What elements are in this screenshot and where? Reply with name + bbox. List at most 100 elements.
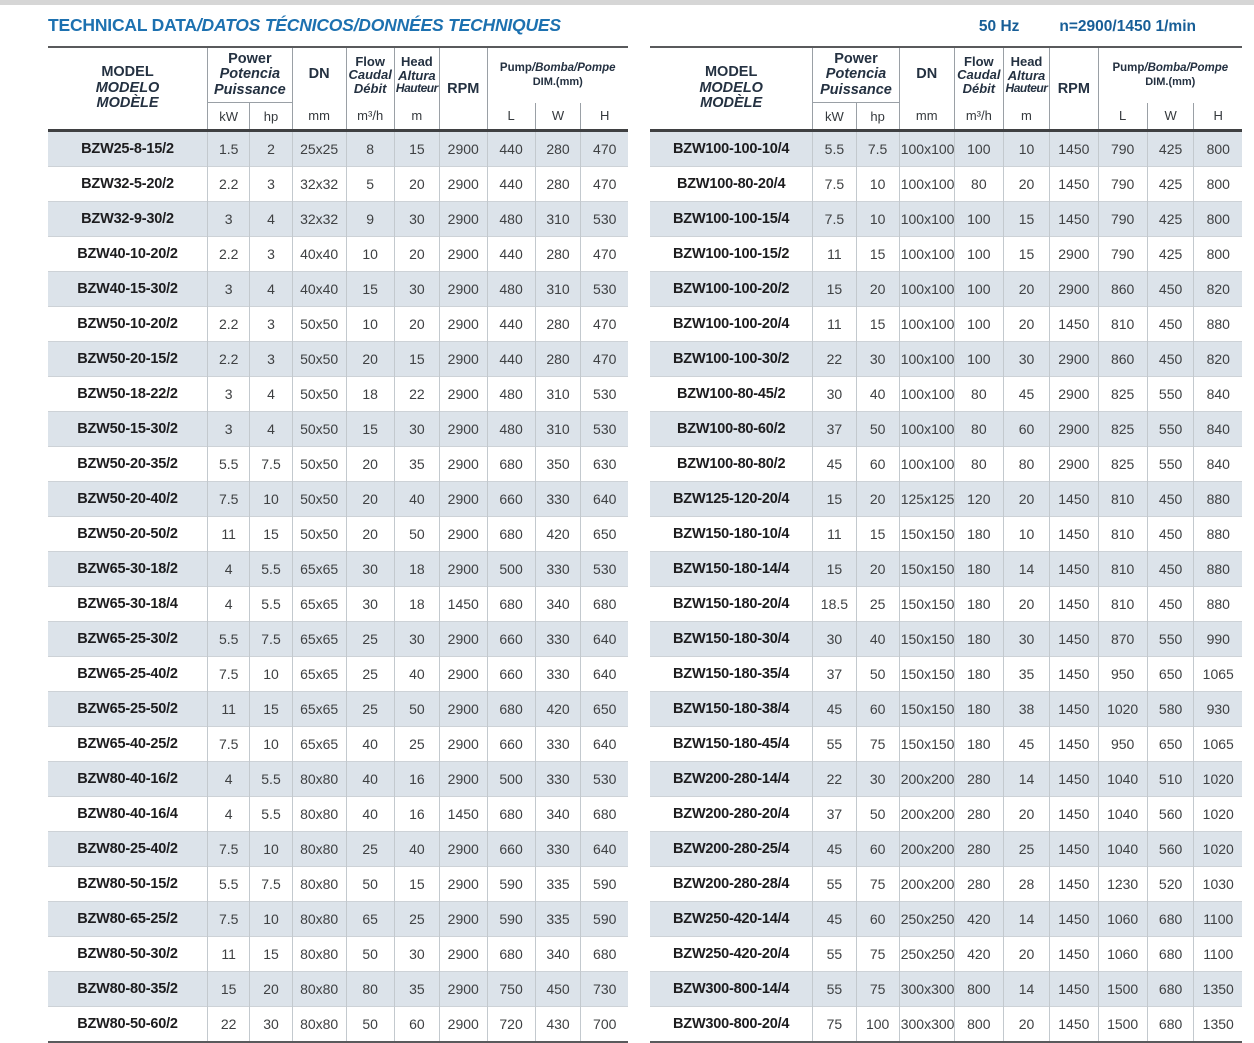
value-cell: 1100	[1193, 901, 1242, 937]
value-cell: 5.5	[249, 551, 293, 587]
head-header: Head Altura Hauteur	[393, 47, 440, 103]
value-cell: 180	[953, 726, 1004, 762]
value-cell: 530	[580, 376, 628, 412]
value-cell: 640	[580, 481, 628, 517]
value-cell: 60	[855, 446, 900, 482]
value-cell: 50x50	[291, 341, 347, 377]
value-cell: 2900	[438, 936, 488, 972]
model-cell: BZW80-40-16/4	[48, 796, 208, 832]
value-cell: 7.5	[812, 166, 857, 202]
value-cell: 550	[1146, 411, 1194, 447]
value-cell: 840	[1193, 376, 1242, 412]
value-cell: 650	[1146, 726, 1194, 762]
dn-header: DN	[898, 47, 955, 103]
value-cell: 5.5	[249, 586, 293, 622]
value-cell: 100x100	[898, 236, 955, 272]
value-cell: 22	[393, 376, 440, 412]
value-cell: 40	[855, 621, 900, 657]
power-header: Power Potencia Puissance	[812, 47, 900, 103]
value-cell: 4	[207, 796, 250, 832]
value-cell: 280	[534, 341, 581, 377]
value-cell: 1450	[438, 586, 488, 622]
value-cell: 10	[345, 306, 395, 342]
value-cell: 1040	[1097, 831, 1148, 867]
value-cell: 1020	[1193, 831, 1242, 867]
model-cell: BZW80-80-35/2	[48, 971, 208, 1007]
table-row: BZW100-100-20/4 11 15 100x100 100 20 1450 810 45…	[650, 306, 1242, 342]
value-cell: 280	[953, 831, 1004, 867]
value-cell: 3	[207, 271, 250, 307]
value-cell: 10	[249, 481, 293, 517]
value-cell: 180	[953, 656, 1004, 692]
table-row: BZW100-80-20/4 7.5 10 100x100 80 20 1450 790 425…	[650, 166, 1242, 202]
value-cell: 14	[1002, 761, 1050, 797]
value-cell: 680	[580, 586, 628, 622]
value-cell: 2900	[438, 691, 488, 727]
model-cell: BZW250-420-20/4	[650, 936, 813, 972]
value-cell: 15	[855, 306, 900, 342]
value-cell: 1450	[1049, 656, 1099, 692]
value-cell: 180	[953, 586, 1004, 622]
value-cell: 2900	[438, 271, 488, 307]
value-cell: 65x65	[291, 621, 347, 657]
value-cell: 30	[393, 411, 440, 447]
value-cell: 310	[534, 411, 581, 447]
table-row: BZW40-15-30/2 3 4 40x40 15 30 2900 480 310 530	[48, 271, 628, 307]
unit-kw: kW	[207, 102, 250, 131]
value-cell: 30	[393, 621, 440, 657]
value-cell: 14	[1002, 901, 1050, 937]
value-cell: 65x65	[291, 551, 347, 587]
value-cell: 280	[534, 130, 581, 167]
model-cell: BZW200-280-14/4	[650, 761, 813, 797]
value-cell: 30	[345, 586, 395, 622]
value-cell: 560	[1146, 796, 1194, 832]
value-cell: 660	[486, 621, 536, 657]
table-row: BZW65-30-18/4 4 5.5 65x65 30 18 1450 680 340 680	[48, 586, 628, 622]
model-cell: BZW50-20-35/2	[48, 446, 208, 482]
value-cell: 10	[345, 236, 395, 272]
head-header: Head Altura Hauteur	[1002, 47, 1050, 103]
value-cell: 150x150	[898, 621, 955, 657]
value-cell: 590	[580, 901, 628, 937]
value-cell: 330	[534, 831, 581, 867]
value-cell: 280	[534, 306, 581, 342]
value-cell: 55	[812, 726, 857, 762]
value-cell: 100x100	[898, 446, 955, 482]
value-cell: 7.5	[207, 726, 250, 762]
value-cell: 500	[486, 761, 536, 797]
value-cell: 800	[1193, 166, 1242, 202]
value-cell: 15	[393, 866, 440, 902]
value-cell: 680	[1146, 901, 1194, 937]
value-cell: 2900	[438, 516, 488, 552]
flow-header: Flow Caudal Débit	[953, 47, 1004, 103]
value-cell: 530	[580, 201, 628, 237]
value-cell: 100	[953, 271, 1004, 307]
value-cell: 20	[1002, 306, 1050, 342]
value-cell: 450	[1146, 551, 1194, 587]
value-cell: 2900	[438, 341, 488, 377]
value-cell: 590	[486, 866, 536, 902]
value-cell: 10	[249, 831, 293, 867]
table-row: BZW50-20-15/2 2.2 3 50x50 20 15 2900 440 280 470	[48, 341, 628, 377]
model-cell: BZW150-180-30/4	[650, 621, 813, 657]
value-cell: 2900	[438, 726, 488, 762]
model-cell: BZW50-10-20/2	[48, 306, 208, 342]
table-row: BZW100-100-30/2 22 30 100x100 100 30 2900 860 45…	[650, 341, 1242, 377]
value-cell: 1450	[1049, 971, 1099, 1007]
value-cell: 2900	[438, 1006, 488, 1042]
value-cell: 680	[486, 691, 536, 727]
table-row: BZW50-20-50/2 11 15 50x50 20 50 2900 680 420 650	[48, 516, 628, 552]
value-cell: 800	[1193, 201, 1242, 237]
value-cell: 40	[393, 831, 440, 867]
value-cell: 10	[249, 901, 293, 937]
value-cell: 440	[486, 341, 536, 377]
model-cell: BZW100-80-45/2	[650, 376, 813, 412]
value-cell: 480	[486, 376, 536, 412]
value-cell: 25	[345, 621, 395, 657]
value-cell: 2900	[438, 621, 488, 657]
value-cell: 510	[1146, 761, 1194, 797]
value-cell: 15	[345, 411, 395, 447]
value-cell: 40	[345, 726, 395, 762]
value-cell: 80	[953, 376, 1004, 412]
value-cell: 100	[953, 306, 1004, 342]
